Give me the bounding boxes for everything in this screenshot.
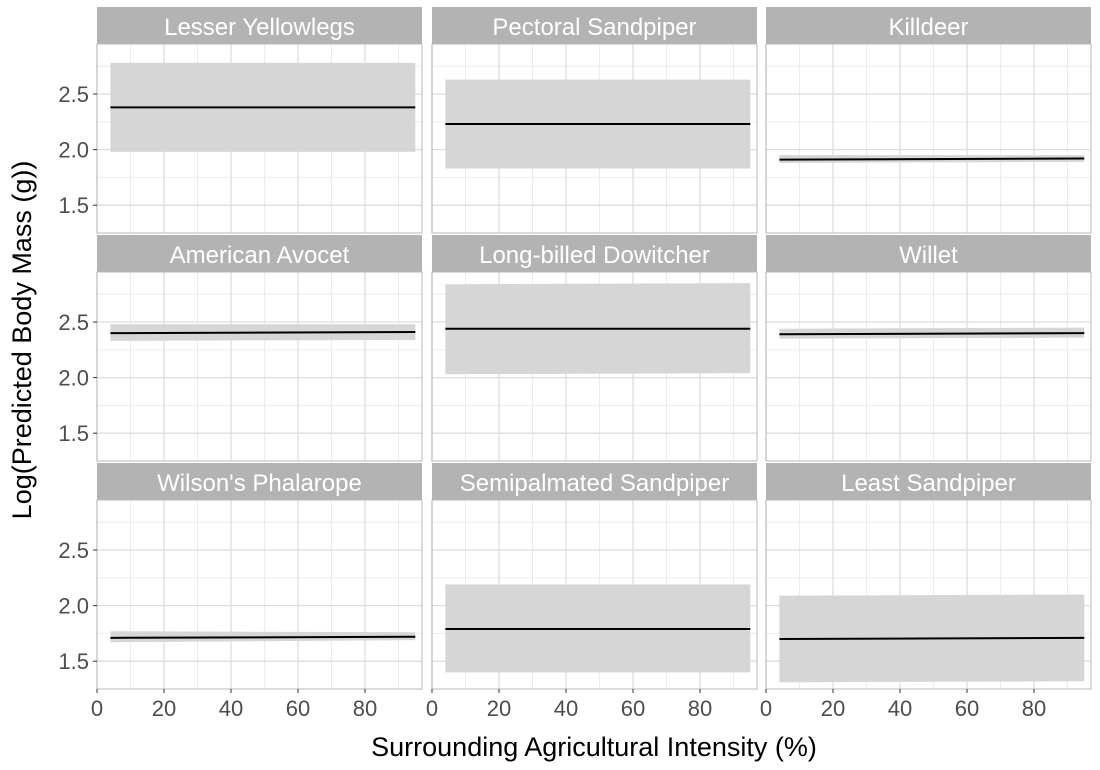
facet-strip bbox=[432, 7, 757, 44]
facet-strip bbox=[766, 7, 1091, 44]
panel-border bbox=[431, 499, 758, 690]
facet-strip-label: Long-billed Dowitcher bbox=[479, 242, 710, 269]
facet-strip-label: American Avocet bbox=[170, 242, 350, 269]
facet-strip-label: Wilson's Phalarope bbox=[157, 470, 362, 497]
facet-strip bbox=[432, 463, 757, 500]
facet-panel: Wilson's Phalarope 1.5 2.0 2.5 0 20 40 60 80 bbox=[58, 463, 423, 721]
panel-border bbox=[96, 499, 423, 690]
x-tick-label: 60 bbox=[955, 696, 979, 721]
facet-strip-label: Lesser Yellowlegs bbox=[164, 14, 355, 41]
x-tick-label: 40 bbox=[219, 696, 243, 721]
facet-strip-label: Pectoral Sandpiper bbox=[492, 14, 696, 41]
x-tick-label: 60 bbox=[286, 696, 310, 721]
x-tick-label: 80 bbox=[688, 696, 712, 721]
x-tick-label: 40 bbox=[554, 696, 578, 721]
y-tick-label: 2.5 bbox=[58, 538, 89, 563]
facet-strip-label: Semipalmated Sandpiper bbox=[460, 470, 730, 497]
x-tick-label: 20 bbox=[152, 696, 176, 721]
y-tick-label: 2.0 bbox=[58, 594, 89, 619]
x-tick-label: 20 bbox=[821, 696, 845, 721]
facet-strip bbox=[766, 463, 1091, 500]
facet-strip-label: Least Sandpiper bbox=[841, 470, 1016, 497]
facet-strip bbox=[766, 235, 1091, 272]
y-axis-title: Log(Predicted Body Mass (g)) bbox=[7, 161, 37, 520]
facet-strip bbox=[97, 235, 422, 272]
facet-panel: Long-billed Dowitcher bbox=[431, 235, 758, 462]
fit-line bbox=[779, 332, 1085, 336]
y-tick-label: 2.0 bbox=[58, 366, 89, 391]
y-tick-label: 1.5 bbox=[58, 421, 89, 446]
fit-line bbox=[779, 157, 1085, 161]
panel-border bbox=[96, 43, 423, 234]
y-tick-label: 2.5 bbox=[58, 82, 89, 107]
facet-panel: Least Sandpiper 0 20 40 60 80 bbox=[760, 463, 1092, 721]
x-tick-label: 40 bbox=[888, 696, 912, 721]
y-tick-label: 1.5 bbox=[58, 649, 89, 674]
panel-border bbox=[431, 43, 758, 234]
x-tick-label: 20 bbox=[487, 696, 511, 721]
facet-strip bbox=[97, 463, 422, 500]
x-tick-label: 60 bbox=[621, 696, 645, 721]
x-tick-label: 0 bbox=[760, 696, 772, 721]
panel-border bbox=[765, 43, 1092, 234]
fit-line bbox=[110, 331, 416, 335]
fit-line bbox=[110, 635, 416, 639]
panel-border bbox=[765, 499, 1092, 690]
facet-strip-label: Killdeer bbox=[888, 14, 968, 41]
facet-panel: Lesser Yellowlegs 1.5 2.0 2.5 bbox=[58, 7, 423, 234]
y-tick-label: 2.0 bbox=[58, 138, 89, 163]
y-tick-label: 2.5 bbox=[58, 310, 89, 335]
facet-strip-label: Willet bbox=[899, 242, 958, 269]
facet-panel: American Avocet 1.5 2.0 2.5 bbox=[58, 235, 423, 462]
x-tick-label: 0 bbox=[426, 696, 438, 721]
panel-border bbox=[431, 271, 758, 462]
x-axis-title: Surrounding Agricultural Intensity (%) bbox=[371, 732, 817, 762]
facet-strip bbox=[432, 235, 757, 272]
facet-panel: Killdeer bbox=[765, 7, 1092, 234]
facet-panel: Pectoral Sandpiper bbox=[431, 7, 758, 234]
panel-border bbox=[96, 271, 423, 462]
panel-border bbox=[765, 271, 1092, 462]
facet-strip bbox=[97, 7, 422, 44]
x-tick-label: 80 bbox=[1022, 696, 1046, 721]
x-tick-label: 80 bbox=[353, 696, 377, 721]
fit-line bbox=[779, 636, 1085, 640]
facet-panel: Willet bbox=[765, 235, 1092, 462]
y-tick-label: 1.5 bbox=[58, 193, 89, 218]
x-tick-label: 0 bbox=[91, 696, 103, 721]
facet-panel: Semipalmated Sandpiper 0 20 40 60 80 bbox=[426, 463, 758, 721]
